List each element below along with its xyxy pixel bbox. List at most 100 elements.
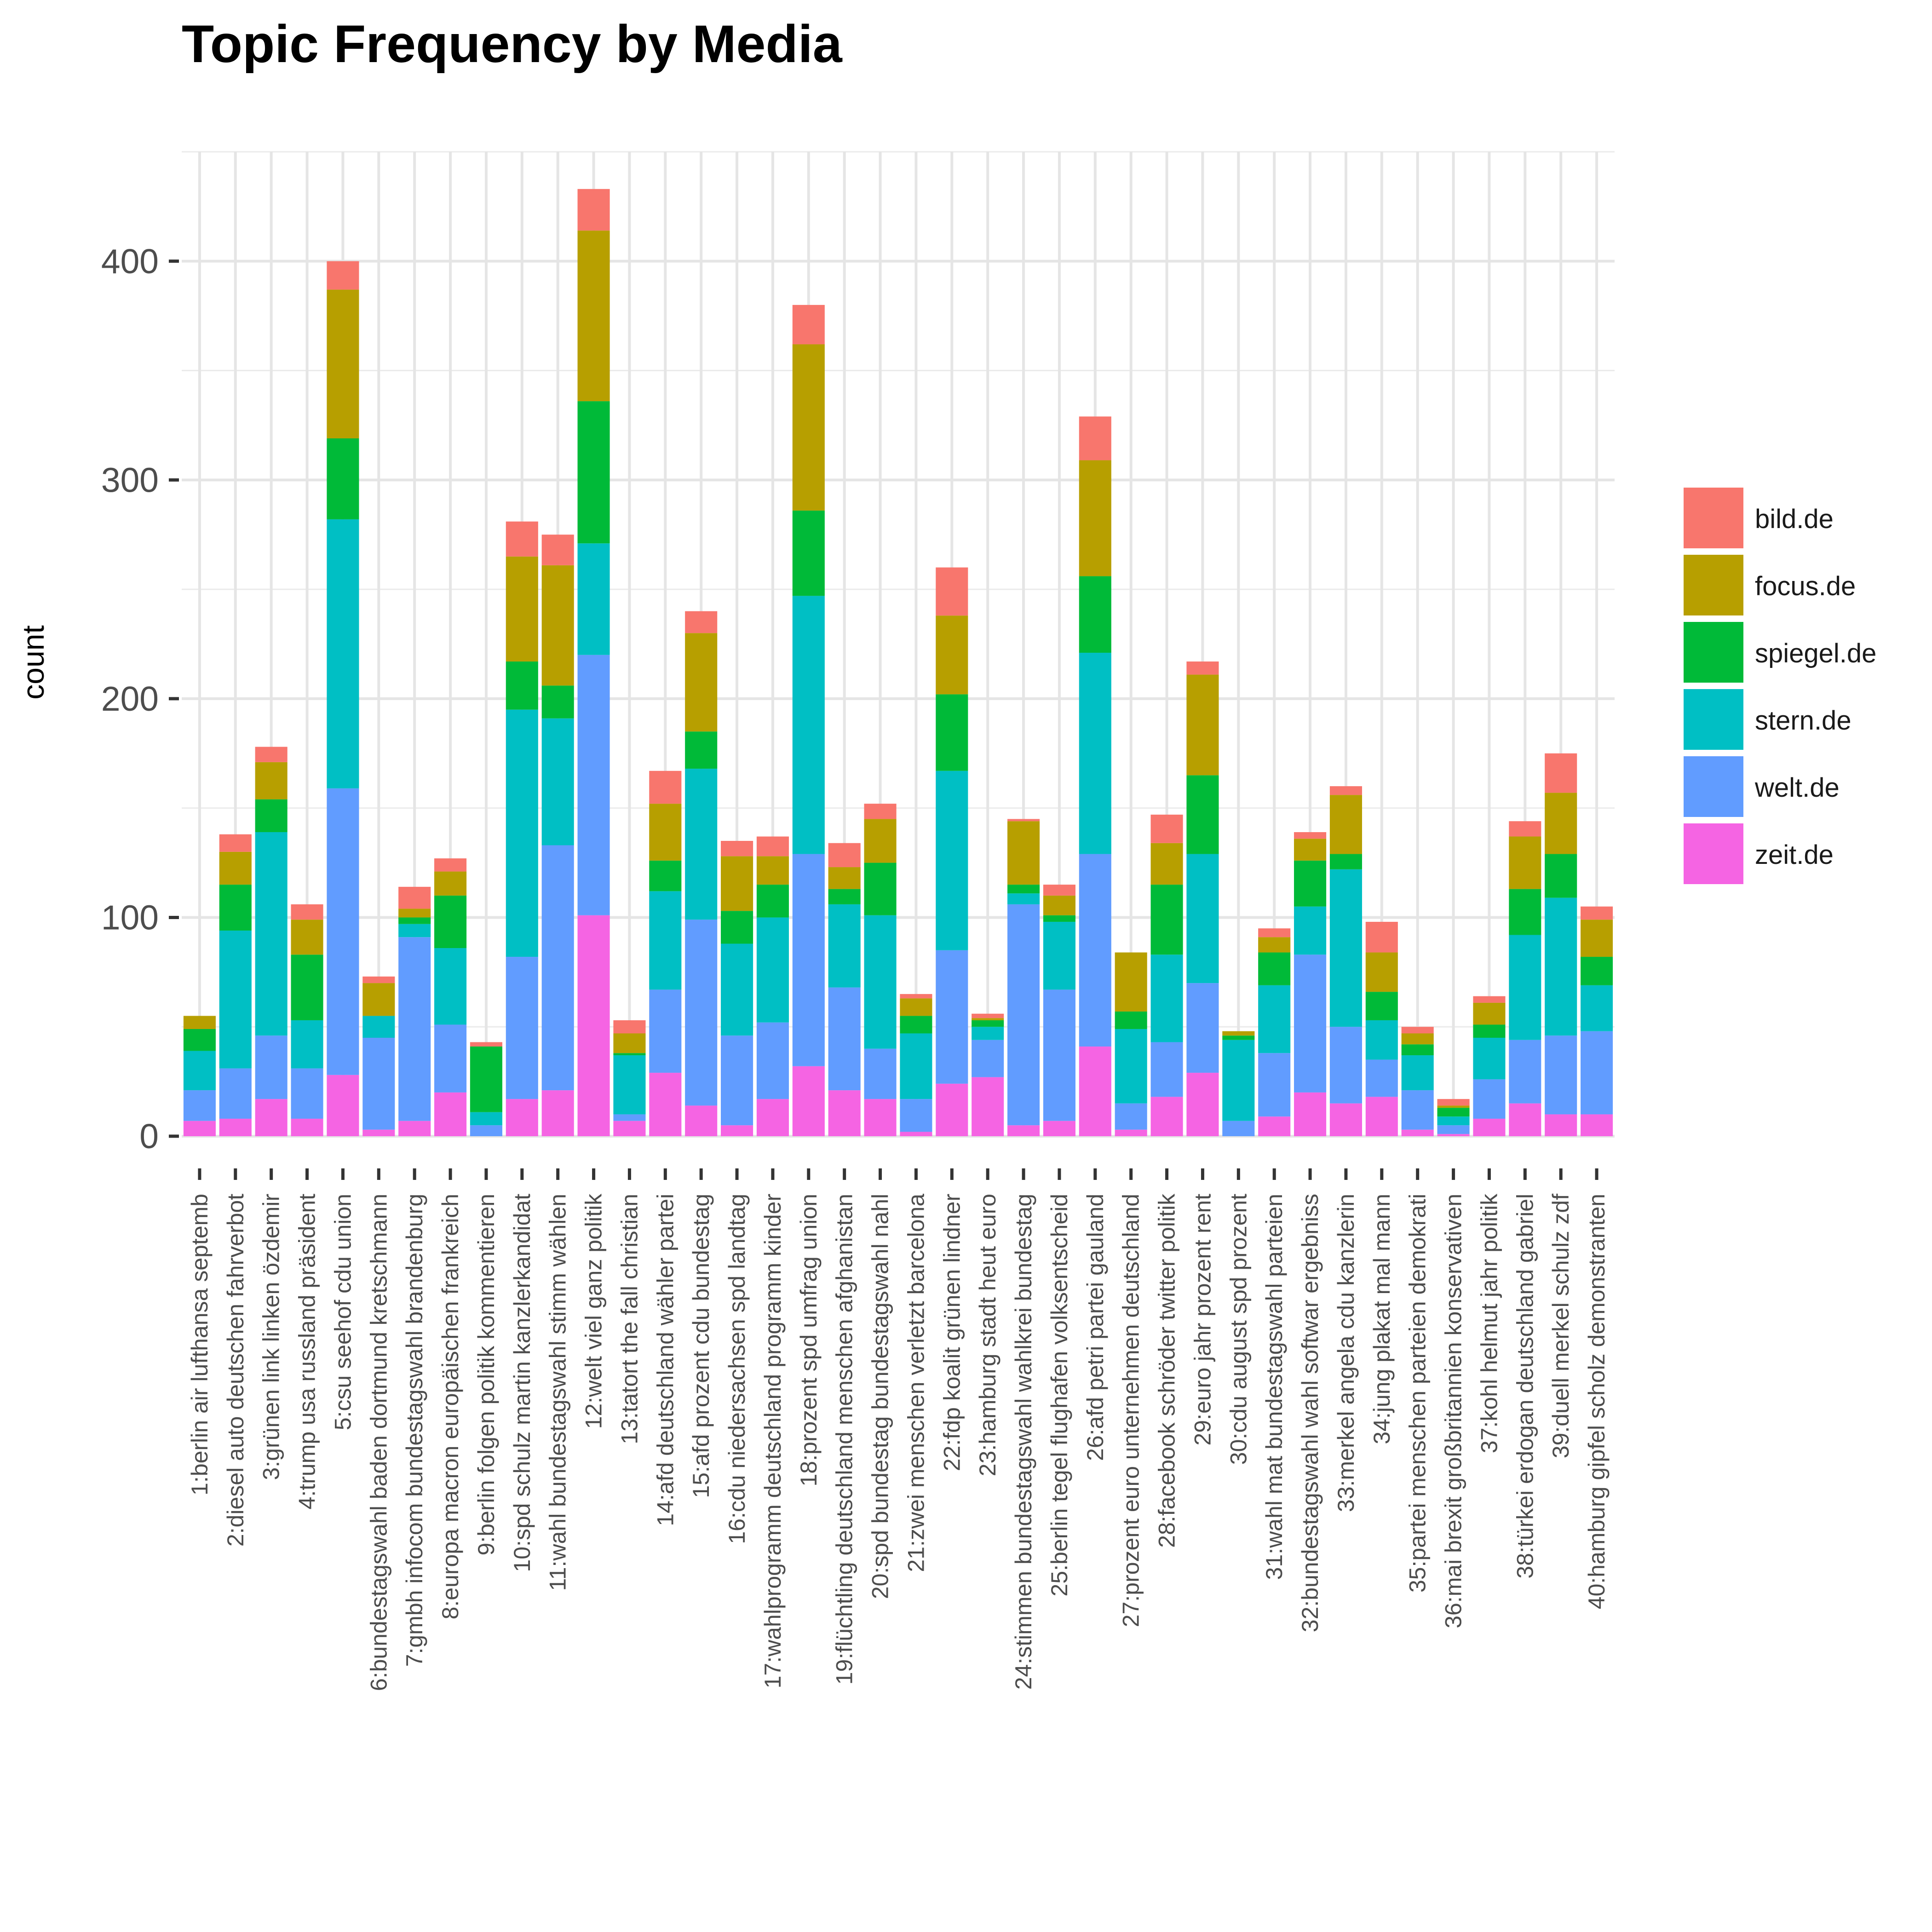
- bar-segment: [1545, 897, 1577, 1036]
- bar-segment: [721, 856, 753, 911]
- bar-segment: [219, 851, 252, 885]
- bar-segment: [362, 983, 395, 1016]
- bar-segment: [1509, 1040, 1541, 1104]
- bar-segment: [1079, 416, 1111, 460]
- legend-label: focus.de: [1755, 571, 1856, 601]
- bar-segment: [1043, 915, 1075, 922]
- bar-segment: [291, 954, 323, 1020]
- bar-segment: [1115, 1129, 1147, 1136]
- legend-key: [1684, 488, 1743, 548]
- bar-segment: [1007, 885, 1040, 894]
- bar-segment: [434, 1092, 467, 1136]
- bar-segment: [1294, 954, 1327, 1092]
- y-axis: 0 100 200 300 400: [101, 242, 179, 1156]
- bar-segment: [1186, 775, 1219, 854]
- bar-segment: [1079, 854, 1111, 1047]
- bar-segment: [1222, 1031, 1255, 1036]
- y-tick-label: 300: [101, 460, 159, 499]
- bar-segment: [1007, 904, 1040, 1126]
- bar-segment: [936, 770, 968, 950]
- bar-segment: [434, 895, 467, 949]
- bar-segment: [1437, 1105, 1470, 1108]
- bar-segment: [541, 565, 574, 686]
- bar-segment: [1294, 1092, 1327, 1136]
- x-tick-label: 1:berlin air lufthansa septemb: [187, 1194, 213, 1495]
- bar-segment: [1401, 1033, 1434, 1045]
- bar-segment: [577, 543, 610, 655]
- bar-segment: [864, 804, 897, 819]
- bar-segment: [1043, 989, 1075, 1121]
- bar-segment: [1222, 1121, 1255, 1136]
- x-tick-label: 33:merkel angela cdu kanzlerin: [1333, 1194, 1359, 1512]
- bar-segment: [327, 788, 359, 1075]
- bar-segment: [434, 1024, 467, 1092]
- bar-segment: [1437, 1099, 1470, 1106]
- x-axis: 1:berlin air lufthansa septemb 2:diesel a…: [187, 1168, 1610, 1691]
- bar-segment: [255, 747, 288, 762]
- bar-segment: [577, 655, 610, 915]
- bar-segment: [1509, 821, 1541, 837]
- bar-segment: [1150, 843, 1183, 885]
- bar-segment: [1437, 1134, 1470, 1136]
- bar-segment: [792, 854, 825, 1066]
- bar-segment: [506, 521, 538, 557]
- bar-segment: [541, 1090, 574, 1136]
- bar-segment: [1509, 1103, 1541, 1136]
- bar-segment: [972, 1040, 1004, 1077]
- bar-segment: [1581, 957, 1613, 985]
- bar-segment: [685, 611, 718, 633]
- bar-segment: [685, 1105, 718, 1136]
- bar-segment: [1437, 1108, 1470, 1117]
- bar-segment: [685, 769, 718, 920]
- bar-segment: [1258, 1053, 1291, 1117]
- bar-segment: [291, 904, 323, 920]
- bar-segment: [577, 915, 610, 1136]
- x-tick-label: 23:hamburg stadt heut euro: [975, 1194, 1000, 1476]
- bar-segment: [721, 911, 753, 944]
- bar-segment: [1007, 1125, 1040, 1136]
- bar-segment: [1509, 836, 1541, 889]
- bar-segment: [900, 1099, 932, 1132]
- legend-label: welt.de: [1754, 773, 1840, 803]
- bar-segment: [613, 1055, 646, 1115]
- bar-segment: [541, 685, 574, 719]
- bar-segment: [828, 843, 861, 868]
- x-tick-label: 35:partei menschen parteien demokrati: [1405, 1194, 1431, 1593]
- bar-segment: [649, 860, 682, 891]
- legend-key: [1684, 823, 1743, 884]
- bar-segment: [1115, 952, 1147, 1012]
- bar-segment: [1473, 1079, 1506, 1119]
- x-tick-label: 6:bundestagswahl baden dortmund kretschm…: [366, 1194, 391, 1691]
- bar-segment: [613, 1033, 646, 1053]
- bar-segment: [1258, 952, 1291, 985]
- x-tick-label: 19:flüchtling deutschland menschen afgha…: [832, 1194, 857, 1685]
- bar-segment: [1150, 885, 1183, 955]
- bar-segment: [1294, 832, 1327, 839]
- bar-segment: [1043, 1121, 1075, 1136]
- bar-segment: [255, 832, 288, 1036]
- x-tick-label: 31:wahl mat bundestagswahl parteien: [1261, 1194, 1287, 1580]
- bar-segment: [1329, 854, 1362, 869]
- bar-segment: [1079, 1046, 1111, 1136]
- bar-segment: [1545, 753, 1577, 793]
- bar-segment: [1150, 1097, 1183, 1136]
- x-tick-label: 21:zwei menschen verletzt barcelona: [903, 1194, 929, 1572]
- bar-segment: [219, 930, 252, 1069]
- bar-segment: [792, 1066, 825, 1136]
- bar-segment: [1258, 1116, 1291, 1136]
- bar-segment: [649, 804, 682, 861]
- bar-segment: [1007, 821, 1040, 885]
- bar-segment: [972, 1013, 1004, 1018]
- chart-title: Topic Frequency by Media: [182, 15, 843, 74]
- bar-segment: [1222, 1035, 1255, 1040]
- bar-segment: [470, 1046, 502, 1112]
- x-tick-label: 40:hamburg gipfel scholz demonstranten: [1584, 1194, 1610, 1609]
- bar-segment: [828, 889, 861, 904]
- bar-segment: [183, 1016, 216, 1029]
- bar-segment: [1509, 935, 1541, 1040]
- y-tick-label: 400: [101, 242, 159, 281]
- bar-segment: [900, 998, 932, 1016]
- bar-segment: [577, 189, 610, 231]
- bar-segment: [1401, 1090, 1434, 1130]
- bar-segment: [291, 1020, 323, 1069]
